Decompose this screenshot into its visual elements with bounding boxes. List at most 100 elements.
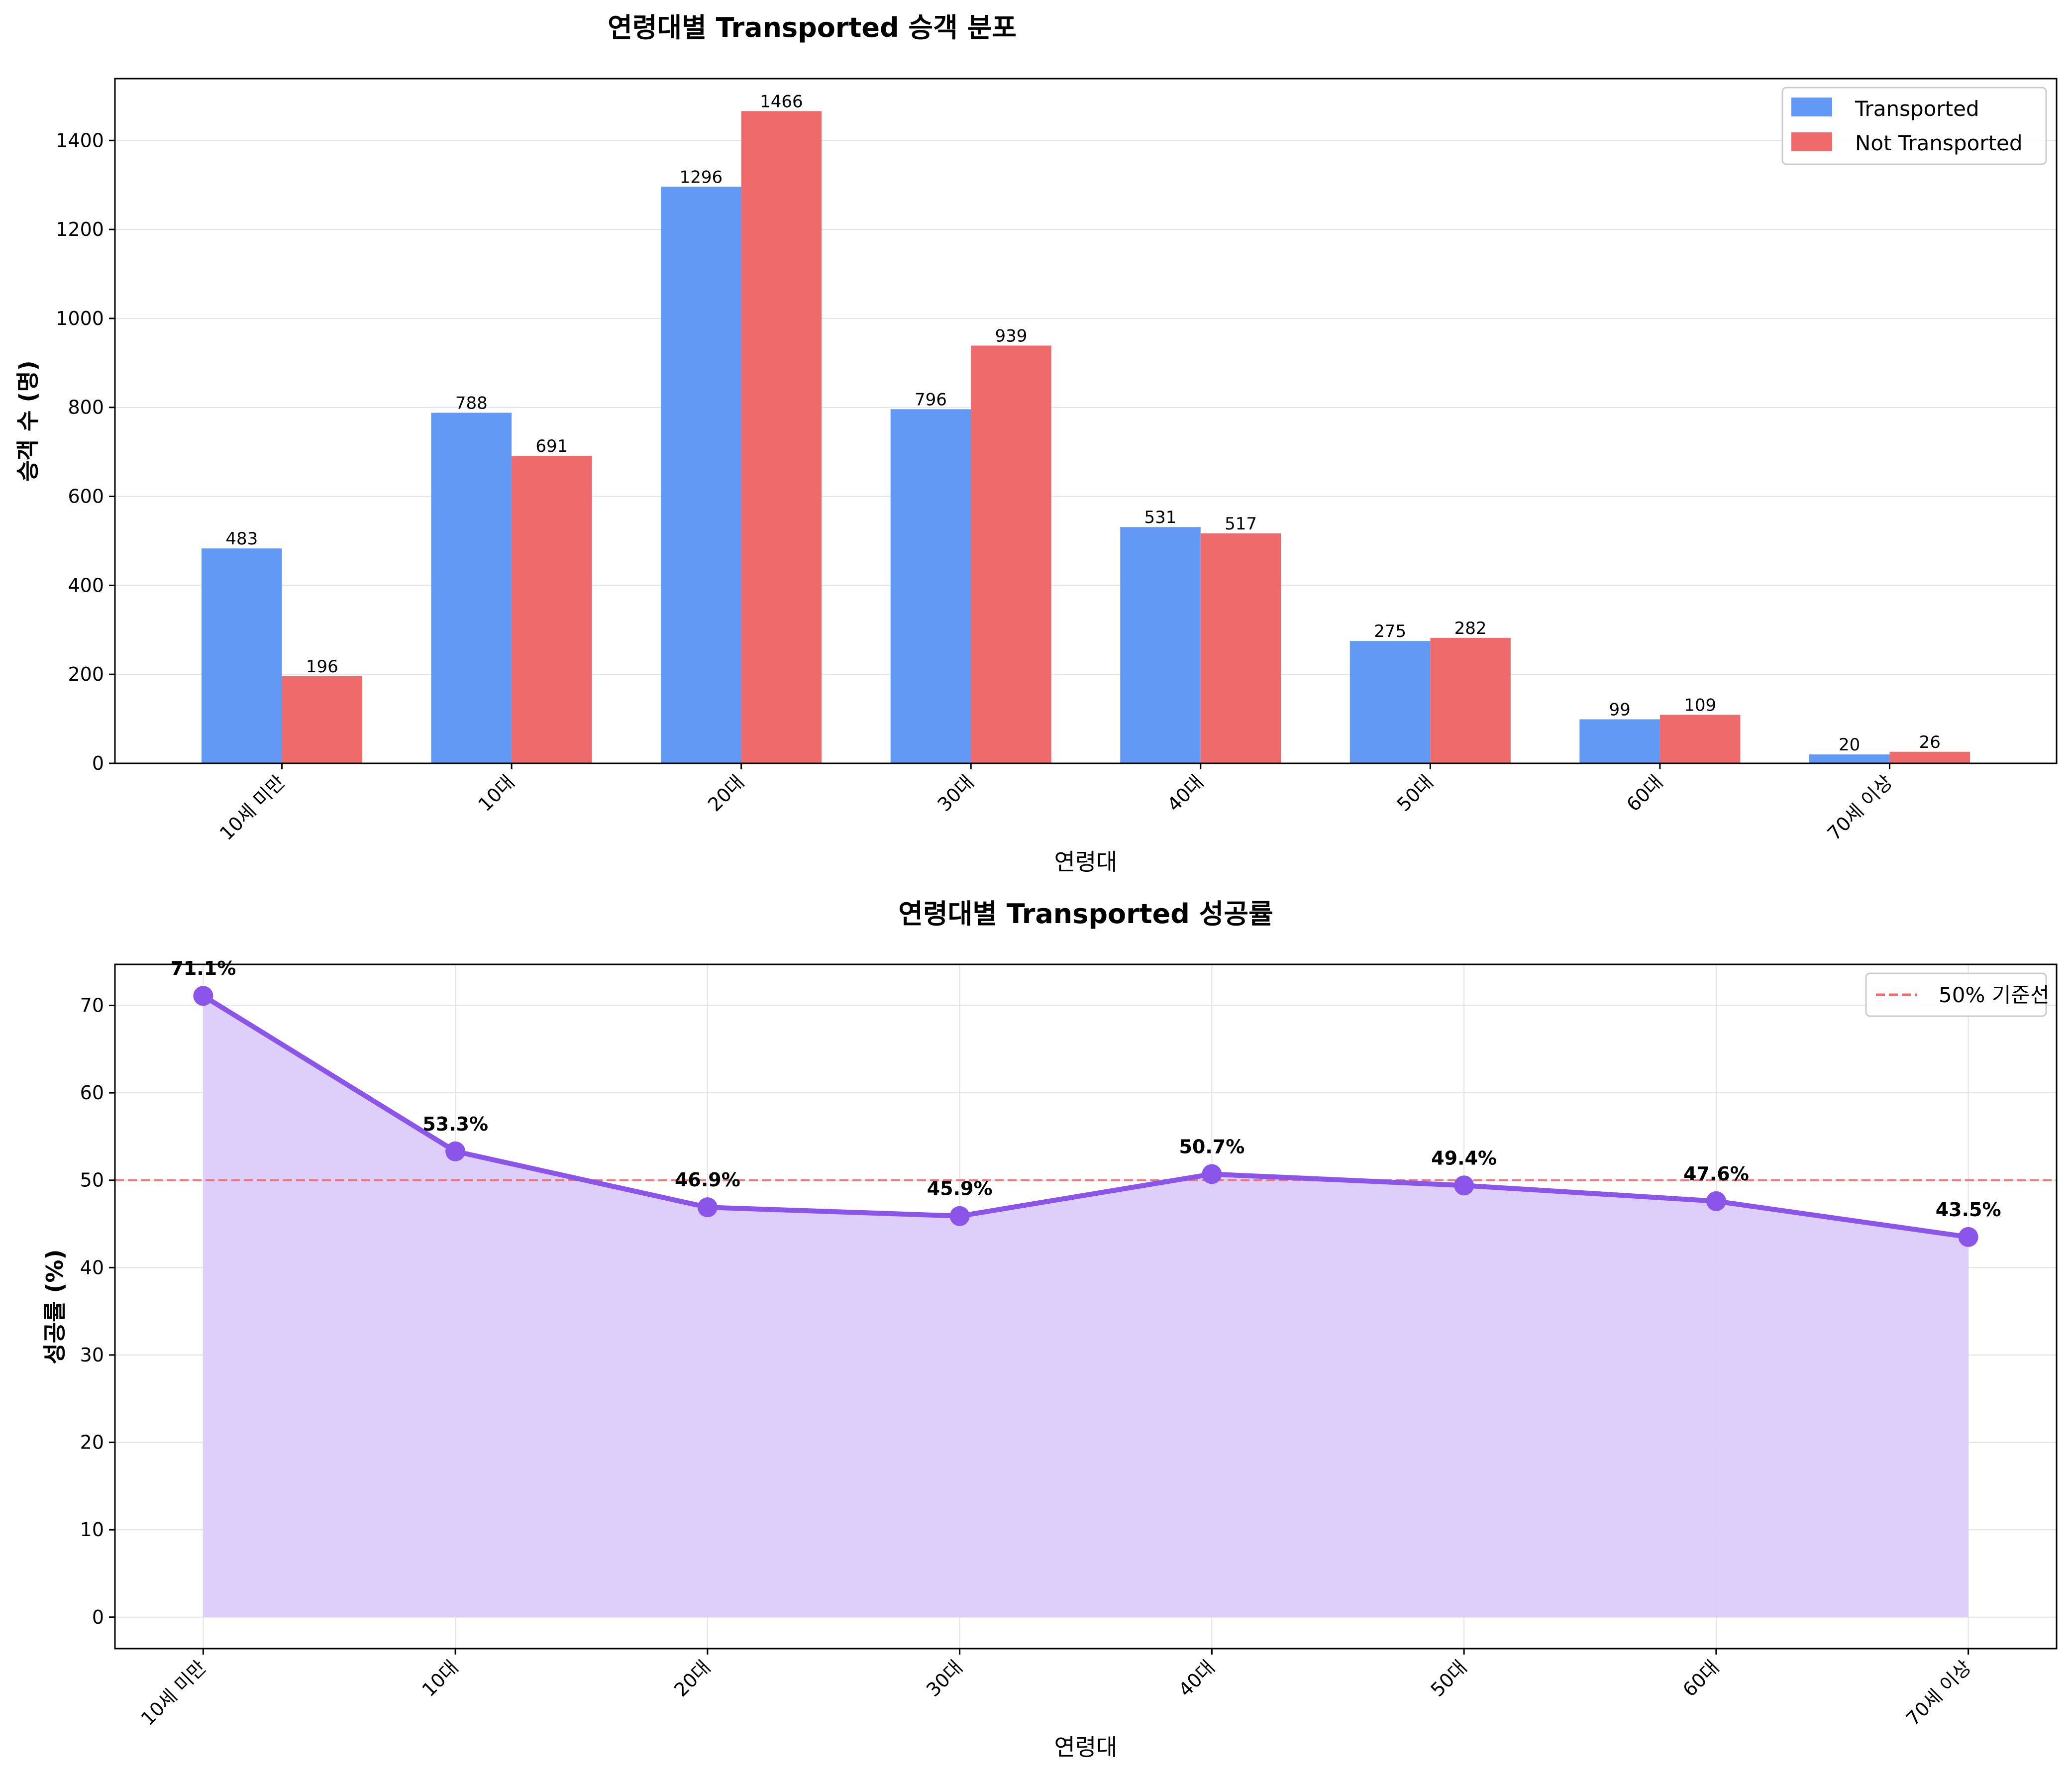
success-rate-label: 49.4% (1431, 1147, 1497, 1169)
bar-value-label: 483 (225, 529, 258, 549)
y-tick-label: 1400 (56, 129, 104, 151)
line-chart-points (193, 986, 1978, 1247)
x-tick-label: 60대 (1678, 1656, 1723, 1701)
bar-Not-Transported-3 (971, 345, 1051, 763)
line-chart-x-ticks: 10세 미만 10대 20대 30대 40대 50대 60대 70세 이상 (137, 1649, 1975, 1730)
bar-Not-Transported-4 (1200, 533, 1281, 763)
bar-chart-bars (202, 111, 1970, 764)
legend-swatch-not-transported (1791, 132, 1832, 151)
bar-chart-y-axis-label: 승객 수 (명) (14, 360, 41, 481)
x-tick-label: 50대 (1426, 1656, 1471, 1701)
x-tick-label: 30대 (922, 1656, 967, 1701)
y-tick-label: 0 (92, 1606, 104, 1628)
line-chart-y-axis-label: 성공률 (%) (41, 1249, 68, 1364)
success-rate-line (202, 993, 1969, 1240)
bar-value-label: 1296 (680, 167, 723, 187)
x-tick-label: 30대 (933, 771, 978, 816)
legend-label-reference: 50% 기준선 (1939, 983, 2050, 1007)
x-tick-label: 60대 (1622, 771, 1667, 816)
bar-value-label: 939 (995, 326, 1028, 346)
bar-chart-legend: Transported Not Transported (1781, 87, 2047, 165)
bar-Not-Transported-5 (1430, 637, 1511, 763)
line-chart-plot-frame (114, 963, 2058, 1650)
bar-Transported-6 (1579, 719, 1660, 763)
success-rate-label: 50.7% (1179, 1136, 1244, 1157)
legend-frame (1781, 87, 2047, 165)
legend-swatch-transported (1791, 98, 1832, 116)
bar-chart-x-axis-label: 연령대 (1054, 848, 1118, 875)
bar-value-label: 99 (1609, 700, 1630, 720)
bar-value-label: 796 (915, 390, 947, 410)
bar-value-label: 26 (1919, 732, 1941, 752)
y-tick-label: 1200 (56, 218, 104, 240)
line-chart-y-ticks: 0 10 20 30 40 50 60 70 (80, 995, 115, 1628)
success-rate-point-2 (697, 1197, 718, 1218)
y-tick-label: 0 (92, 752, 104, 774)
bar-chart: 연령대별 Transported 승객 분포 483 788 1296 796 531 2… (14, 12, 2058, 875)
bar-Transported-2 (661, 187, 741, 763)
line-chart-x-axis-label: 연령대 (1054, 1734, 1118, 1761)
x-tick-label: 10대 (474, 771, 518, 816)
y-tick-label: 50 (80, 1169, 104, 1191)
bar-Transported-5 (1349, 641, 1431, 763)
x-tick-label: 70세 이상 (1902, 1656, 1975, 1730)
line-chart-legend: 50% 기준선 (1865, 972, 2050, 1017)
bar-value-label: 275 (1374, 622, 1406, 641)
bar-chart-gridlines (115, 140, 2057, 764)
success-rate-point-0 (193, 986, 213, 1006)
success-rate-label: 71.1% (170, 957, 236, 979)
x-tick-label: 40대 (1163, 771, 1208, 816)
line-chart: 연령대별 Transported 성공률 71.1% 53.3% 46.9% 45.9… (41, 898, 2058, 1761)
bar-Not-Transported-0 (282, 676, 363, 763)
success-rate-point-1 (445, 1141, 466, 1161)
x-tick-label: 20대 (670, 1656, 715, 1701)
x-tick-label: 20대 (704, 771, 748, 816)
success-rate-label: 46.9% (675, 1169, 740, 1191)
y-tick-label: 800 (68, 397, 104, 418)
success-rate-area (203, 996, 1968, 1617)
success-rate-label: 47.6% (1683, 1163, 1749, 1185)
y-tick-label: 20 (80, 1432, 104, 1454)
y-tick-label: 200 (68, 663, 104, 685)
bar-Transported-0 (202, 548, 282, 763)
y-tick-label: 600 (68, 486, 104, 508)
bar-value-label: 282 (1454, 619, 1487, 638)
success-rate-label: 45.9% (927, 1178, 993, 1200)
line-chart-area (203, 996, 1968, 1617)
success-rate-point-6 (1706, 1191, 1726, 1211)
bar-value-label: 788 (455, 393, 488, 413)
y-tick-label: 60 (80, 1082, 104, 1104)
legend-frame-2 (1865, 972, 2047, 1017)
bar-chart-value-labels: 483 788 1296 796 531 275 99 20 196 691 1466 939 517 2… (225, 92, 1941, 755)
y-tick-label: 40 (80, 1256, 104, 1278)
bar-value-label: 517 (1225, 514, 1257, 534)
bar-Transported-7 (1809, 754, 1890, 763)
success-rate-point-5 (1454, 1175, 1474, 1196)
line-chart-title: 연령대별 Transported 성공률 (898, 898, 1273, 930)
x-tick-label: 10세 미만 (215, 771, 289, 844)
x-tick-label: 70세 이상 (1823, 771, 1897, 844)
y-tick-label: 30 (80, 1344, 104, 1366)
bar-Not-Transported-1 (512, 456, 592, 763)
bar-Not-Transported-6 (1659, 715, 1741, 763)
x-tick-label: 50대 (1393, 771, 1438, 816)
x-tick-label: 40대 (1174, 1656, 1219, 1701)
bar-chart-plot-frame (114, 78, 2058, 764)
bar-value-label: 20 (1839, 735, 1860, 755)
line-chart-point-labels: 71.1% 53.3% 46.9% 45.9% 50.7% 49.4% 47.6% 43.5% (170, 957, 2001, 1221)
success-rate-label: 43.5% (1936, 1199, 2001, 1221)
bar-Transported-4 (1120, 527, 1201, 763)
line-chart-series (202, 993, 1969, 1240)
success-rate-point-3 (949, 1206, 970, 1226)
bar-value-label: 196 (306, 657, 338, 677)
bar-Transported-3 (890, 409, 971, 763)
bar-value-label: 1466 (760, 92, 803, 111)
y-tick-label: 1000 (56, 308, 104, 329)
legend-label-transported: Transported (1855, 97, 1979, 121)
bar-value-label: 531 (1144, 508, 1177, 527)
legend-label-not-transported: Not Transported (1855, 131, 2023, 155)
x-tick-label: 10세 미만 (137, 1656, 210, 1730)
bar-Transported-1 (431, 413, 512, 763)
bar-chart-title: 연령대별 Transported 승객 분포 (608, 12, 1017, 43)
